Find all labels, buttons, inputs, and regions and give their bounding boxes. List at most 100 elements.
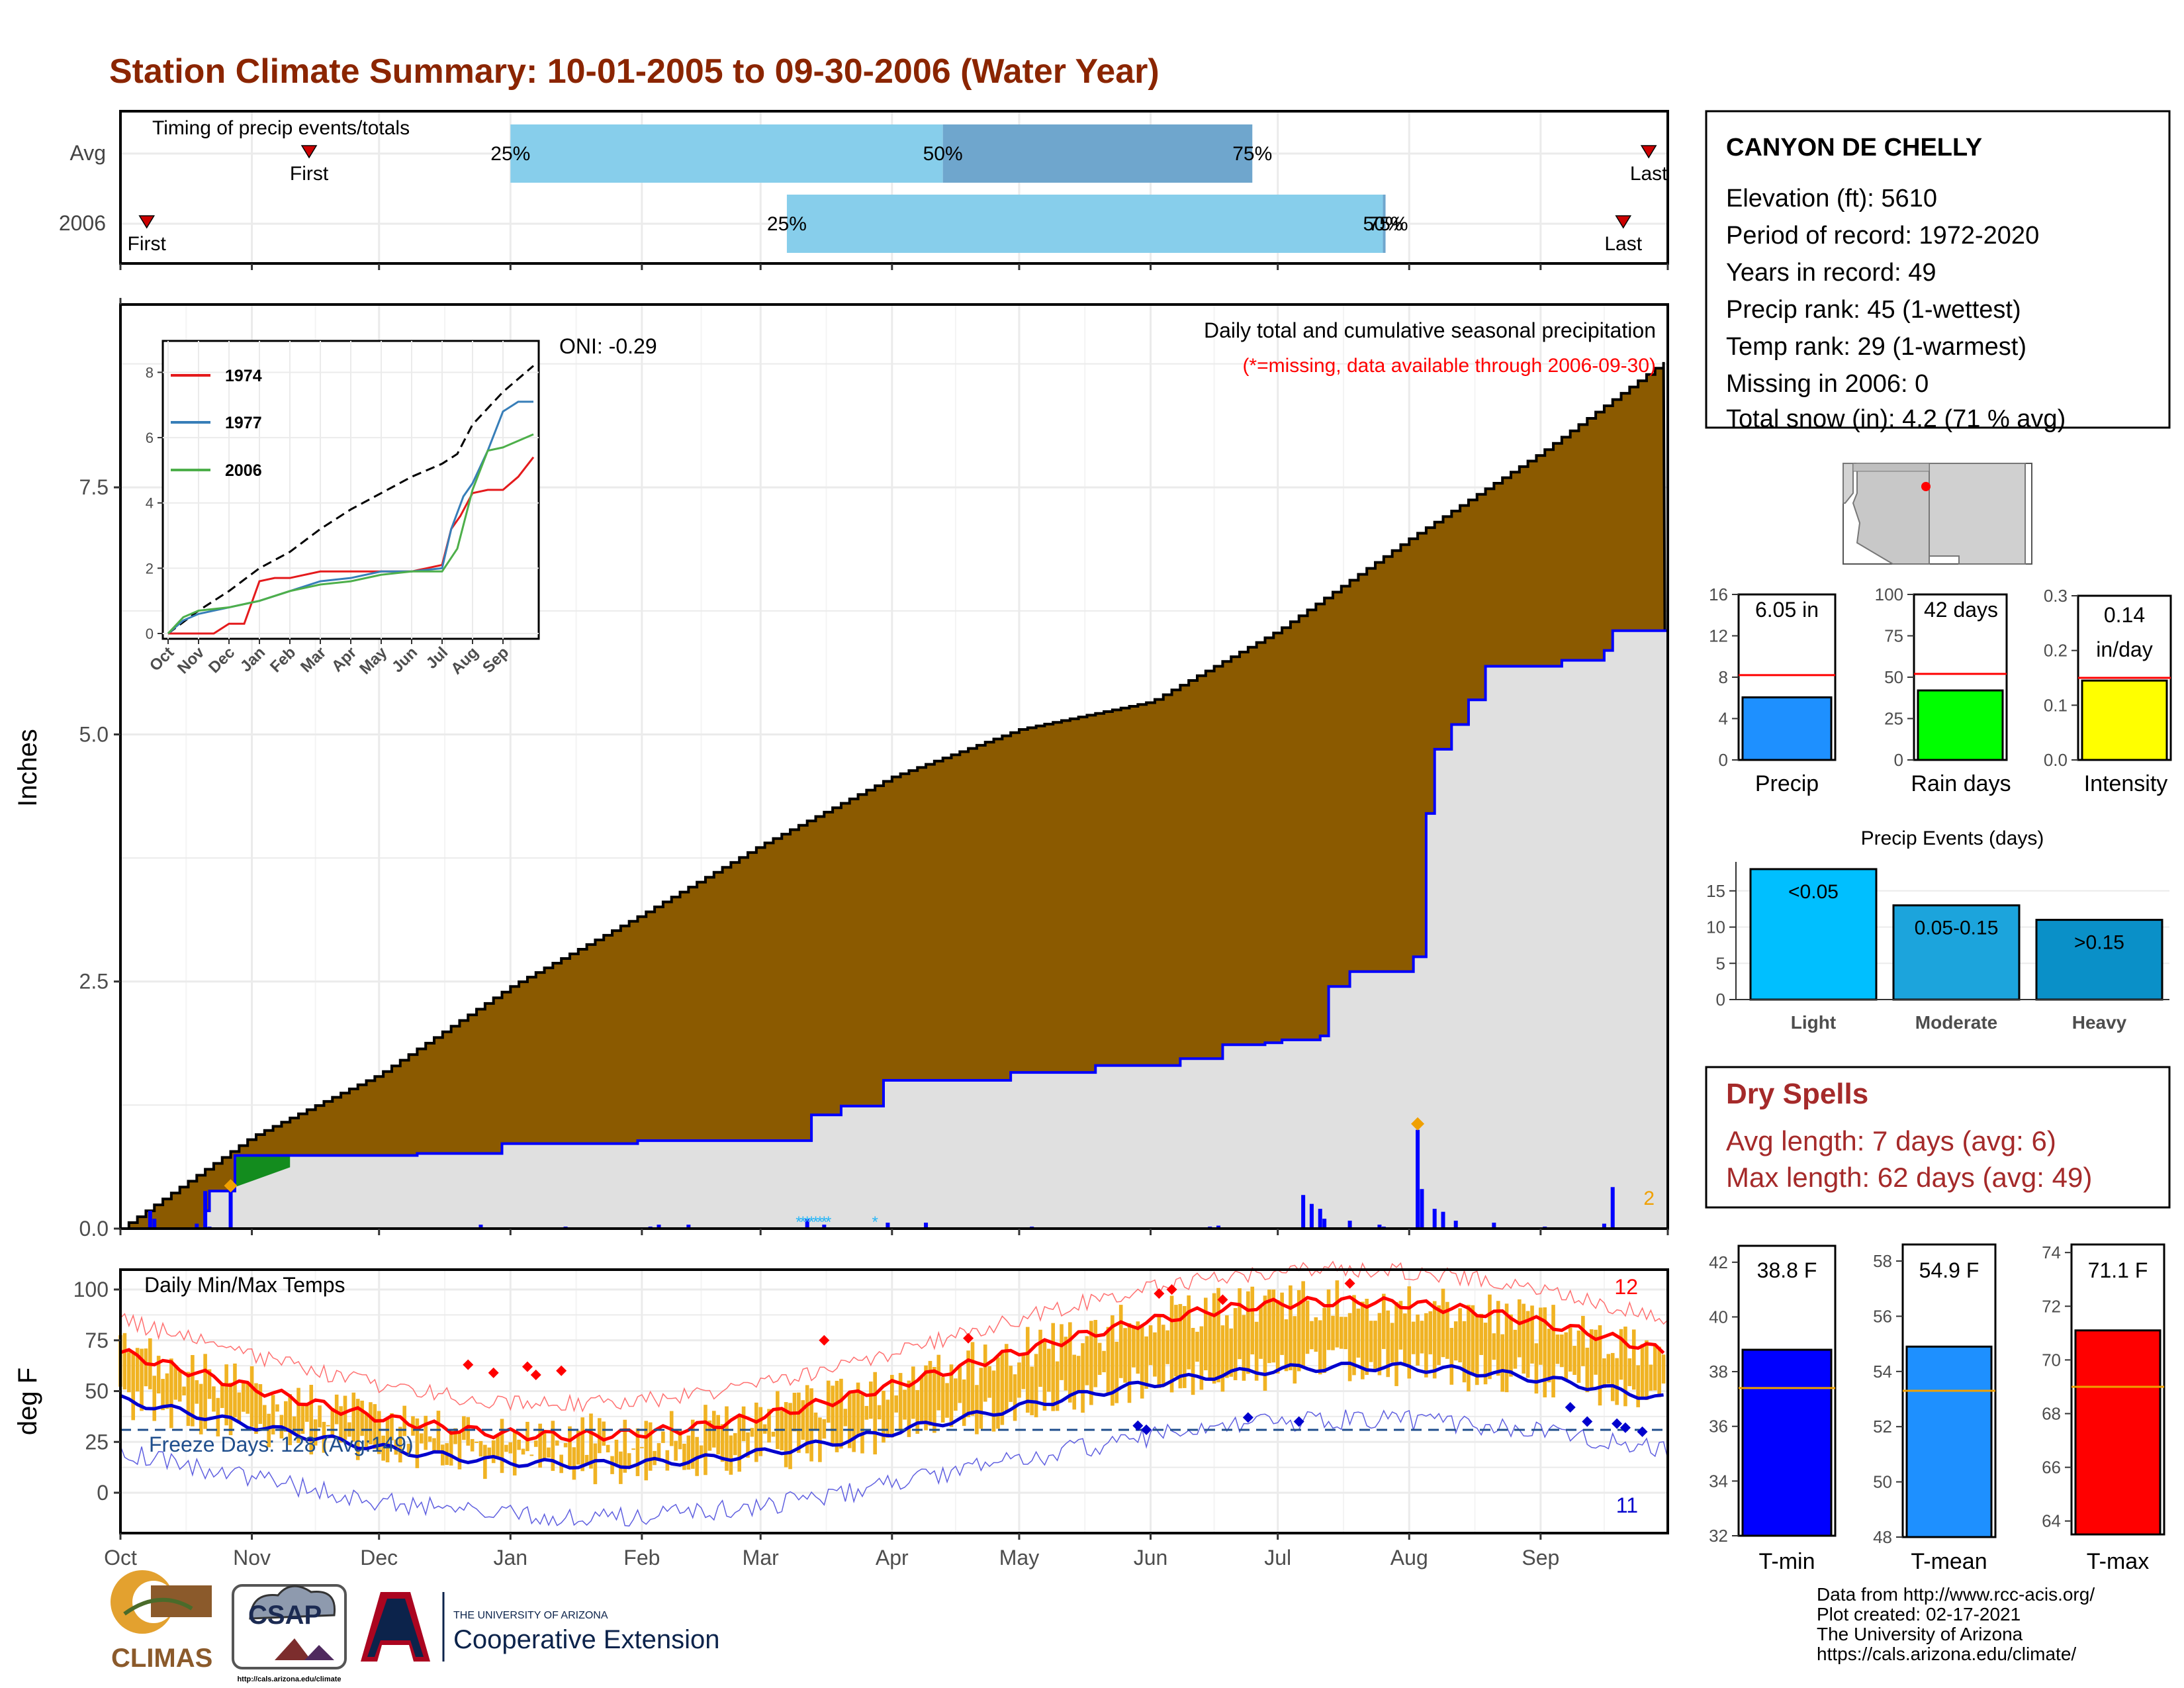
temp-range-bar — [903, 1389, 907, 1420]
temp-range-bar — [135, 1348, 140, 1391]
ua-cooperative-extension: Cooperative Extension — [453, 1625, 719, 1654]
temp-range-bar — [1500, 1334, 1504, 1392]
temp-range-bar — [1492, 1333, 1496, 1360]
temp-range-bar — [1539, 1307, 1543, 1365]
value-bar — [2074, 1329, 2161, 1536]
temp-range-bar — [593, 1443, 598, 1485]
temp-range-bar — [860, 1394, 864, 1454]
missing-marker: * — [808, 1213, 814, 1231]
temp-range-bar — [1115, 1341, 1119, 1403]
missing-marker: * — [821, 1213, 827, 1231]
missing-marker: * — [872, 1213, 878, 1231]
temp-range-bar — [813, 1412, 818, 1429]
temp-range-bar — [1649, 1364, 1653, 1391]
events-title: Precip Events (days) — [1861, 827, 2044, 849]
temp-range-bar — [241, 1382, 246, 1412]
temp-range-bar — [776, 1391, 780, 1449]
temp-range-bar — [1089, 1321, 1093, 1405]
temp-range-bar — [122, 1333, 127, 1390]
record-high-marker — [530, 1369, 541, 1380]
timing-title: Timing of precip events/totals — [152, 117, 410, 139]
daily-precip-bar — [1309, 1203, 1314, 1229]
events-ytick-label: 5 — [1716, 953, 1725, 973]
temp-range-bar — [1509, 1314, 1513, 1377]
temp-range-bar — [1275, 1300, 1280, 1374]
legend-1977: 1977 — [225, 414, 262, 432]
temp-range-bar — [987, 1366, 991, 1398]
temp-range-bar — [996, 1357, 1000, 1429]
box-ytick-label: 4 — [1719, 709, 1728, 729]
temp-range-bar — [1144, 1336, 1148, 1389]
box-ytick-label: 74 — [2042, 1243, 2061, 1262]
inset-xtick-label: May — [356, 643, 391, 679]
temp-range-bar — [1331, 1315, 1335, 1350]
tmax-value: 71.1 F — [2088, 1258, 2148, 1282]
inset-xtick-label: Oct — [146, 643, 177, 675]
temp-range-bar — [1038, 1329, 1042, 1387]
temp-range-bar — [1136, 1321, 1140, 1374]
temp-range-bar — [1165, 1330, 1169, 1364]
temp-range-bar — [1102, 1350, 1106, 1372]
rain-days-box: 0 25 50 75 100 — [1875, 585, 2008, 770]
temp-range-bar — [177, 1371, 182, 1402]
page-title: Station Climate Summary: 10-01-2005 to 0… — [109, 52, 1160, 91]
timing-label-75: 75% — [1232, 143, 1272, 165]
inset-ytick-label: 6 — [146, 430, 154, 446]
temp-range-bar — [733, 1432, 737, 1456]
ua-logo: THE UNIVERSITY OF ARIZONA Cooperative Ex… — [361, 1592, 719, 1662]
box-ytick-label: 64 — [2042, 1511, 2061, 1531]
month-label: Apr — [876, 1546, 909, 1570]
temp-range-bar — [1246, 1291, 1250, 1374]
csap-url: http://cals.arizona.edu/climate — [237, 1675, 341, 1683]
temp-range-bar — [1242, 1315, 1246, 1381]
temp-range-bar — [856, 1382, 860, 1436]
temp-range-bar — [847, 1392, 852, 1448]
temp-range-bar — [547, 1447, 551, 1458]
daily-precip-bar — [822, 1225, 827, 1229]
temp-range-bar — [1416, 1314, 1420, 1366]
temp-range-bar — [686, 1435, 691, 1470]
inset-legend: 1974 1977 2006 — [171, 367, 262, 480]
temp-range-bar — [165, 1373, 169, 1409]
month-label: Mar — [743, 1546, 779, 1570]
temp-range-bar — [254, 1383, 258, 1434]
temp-range-bar — [406, 1444, 411, 1454]
temp-range-bar — [152, 1376, 157, 1421]
temp-range-bar — [1356, 1308, 1361, 1358]
timing-label-25: 25% — [490, 143, 530, 165]
temp-range-bar — [1615, 1358, 1619, 1405]
month-label: Feb — [623, 1546, 660, 1570]
temp-range-bar — [182, 1386, 186, 1395]
temp-range-bar — [1081, 1343, 1085, 1413]
temp-range-bar — [1076, 1356, 1081, 1393]
temp-range-bar — [983, 1344, 987, 1402]
temp-range-bar — [419, 1433, 424, 1444]
temp-range-bar — [292, 1416, 296, 1435]
inset-xtick-label: Jun — [388, 643, 421, 676]
box-ytick-label: 0.3 — [2044, 586, 2068, 606]
precip-ylabel: Inches — [13, 729, 42, 807]
temp-range-bar — [542, 1430, 547, 1461]
temp-range-bar — [1204, 1297, 1208, 1371]
temp-range-bar — [644, 1421, 649, 1481]
missing-marker: * — [796, 1213, 801, 1231]
temp-range-bar — [1318, 1320, 1322, 1375]
temp-range-bar — [754, 1402, 758, 1462]
inset-xtick-label: Jan — [237, 643, 269, 675]
station-period: Period of record: 1972-2020 — [1726, 222, 2039, 250]
record-low-marker — [1565, 1402, 1576, 1413]
inset-ytick-label: 0 — [146, 626, 154, 642]
temp-range-bar — [491, 1440, 496, 1464]
daily-precip-bar — [886, 1223, 890, 1229]
temp-range-bar — [1021, 1354, 1026, 1389]
temp-range-bar — [1322, 1307, 1326, 1374]
temp-range-bar — [889, 1375, 894, 1438]
temp-range-bar — [512, 1430, 517, 1476]
temp-range-bar — [1369, 1321, 1373, 1362]
hot-days-count: 12 — [1614, 1275, 1638, 1299]
temp-range-bar — [839, 1378, 843, 1449]
value-bar — [1905, 1345, 1993, 1538]
temp-range-bar — [1106, 1327, 1111, 1394]
events-bar — [1892, 904, 2021, 1001]
